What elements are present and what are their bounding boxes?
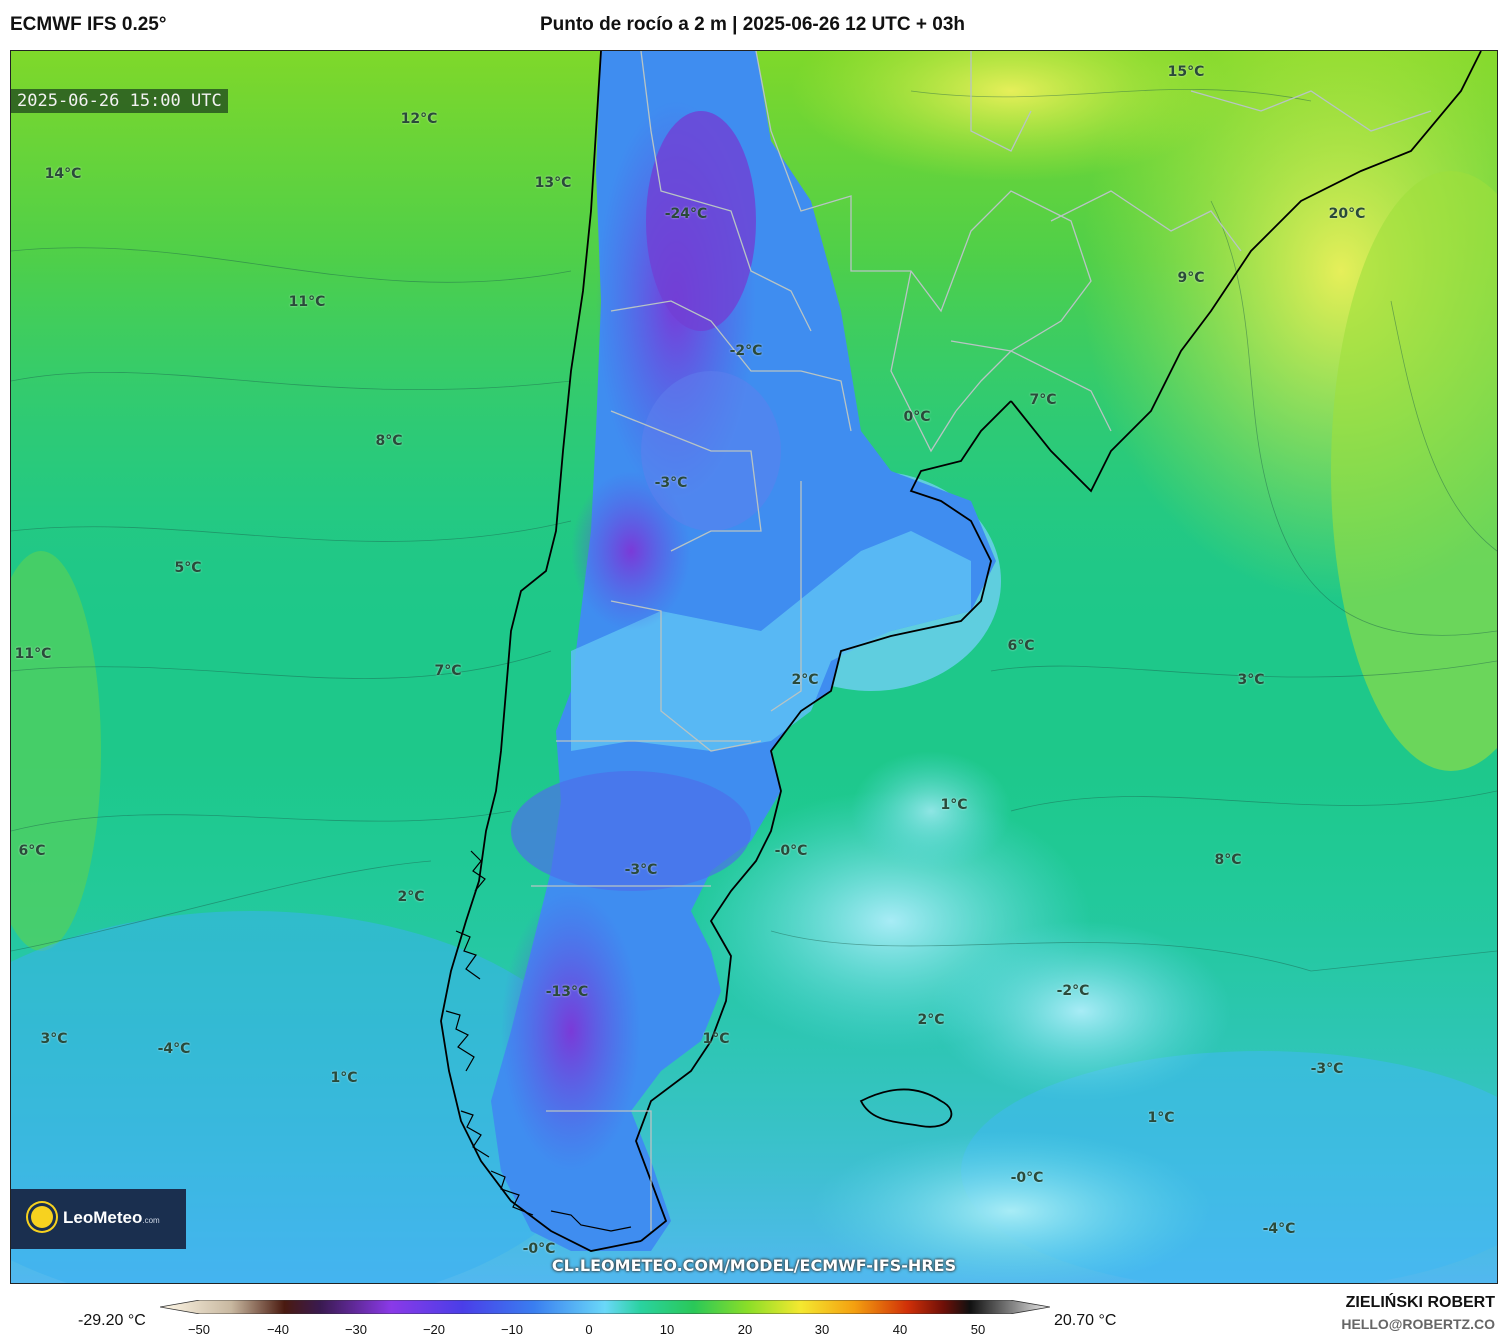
temperature-label: 7°C xyxy=(1029,392,1057,408)
temperature-label: -4°C xyxy=(1262,1221,1296,1237)
temperature-label: 8°C xyxy=(375,433,403,449)
colorbar xyxy=(160,1300,1050,1314)
temperature-label: -0°C xyxy=(522,1241,556,1257)
logo-text: LeoMeteo.com xyxy=(63,1208,160,1228)
colorbar-tick-label: −10 xyxy=(500,1322,524,1337)
valid-time-badge: 2025-06-26 15:00 UTC xyxy=(11,89,228,113)
temperature-label: -2°C xyxy=(729,343,763,359)
temperature-label: -13°C xyxy=(545,984,589,1000)
temperature-label: 1°C xyxy=(1147,1110,1175,1126)
temperature-label: -4°C xyxy=(157,1041,191,1057)
colorbar-tick-label: 20 xyxy=(737,1322,753,1337)
temperature-label: 0°C xyxy=(903,409,931,425)
colorbar-tick-label: 10 xyxy=(659,1322,675,1337)
header: ECMWF IFS 0.25° Punto de rocío a 2 m | 2… xyxy=(0,0,1505,50)
colorbar-tick-label: 50 xyxy=(970,1322,986,1337)
temperature-label: 2°C xyxy=(791,672,819,688)
temperature-label: 1°C xyxy=(330,1070,358,1086)
temperature-label: -3°C xyxy=(624,862,658,878)
temperature-label: -0°C xyxy=(774,843,808,859)
footer: -29.20 °C xyxy=(0,1284,1505,1339)
temperature-label: 11°C xyxy=(14,646,52,662)
chart-title: Punto de rocío a 2 m | 2025-06-26 12 UTC… xyxy=(539,14,966,35)
colorbar-min-label: -29.20 °C xyxy=(78,1312,146,1329)
temperature-label: -0°C xyxy=(1010,1170,1044,1186)
temperature-label: 9°C xyxy=(1177,270,1205,286)
temperature-label: -3°C xyxy=(654,475,688,491)
colorbar-tick-label: −30 xyxy=(344,1322,368,1337)
logo-domain: .com xyxy=(142,1216,160,1225)
model-name: ECMWF IFS 0.25° xyxy=(10,14,167,35)
sun-icon xyxy=(31,1206,53,1228)
temperature-label: 1°C xyxy=(702,1031,730,1047)
temperature-label: 7°C xyxy=(434,663,462,679)
colorbar-tick-label: −20 xyxy=(422,1322,446,1337)
temperature-label: 15°C xyxy=(1167,64,1205,80)
temperature-label: 14°C xyxy=(44,166,82,182)
temperature-label: 1°C xyxy=(940,797,968,813)
temperature-label: 2°C xyxy=(917,1012,945,1028)
temperature-label: 2°C xyxy=(397,889,425,905)
temperature-label: -2°C xyxy=(1056,983,1090,999)
weather-map[interactable]: 2025-06-26 15:00 UTC 12°C 14°C 13°C -24°C 15… xyxy=(10,50,1498,1284)
colorbar-tick-label: −50 xyxy=(187,1322,211,1337)
leometeo-logo[interactable]: LeoMeteo.com xyxy=(11,1189,186,1249)
temperature-label: 3°C xyxy=(1237,672,1265,688)
temperature-label: 5°C xyxy=(174,560,202,576)
author-name: ZIELIŃSKI ROBERT xyxy=(1345,1294,1495,1311)
temperature-label: 3°C xyxy=(40,1031,68,1047)
temperature-label: 6°C xyxy=(1007,638,1035,654)
logo-name: LeoMeteo xyxy=(63,1208,143,1227)
temperature-label: 12°C xyxy=(400,111,438,127)
temperature-label: 8°C xyxy=(1214,852,1242,868)
temperature-label: 20°C xyxy=(1328,206,1366,222)
colorbar-tick-label: 40 xyxy=(892,1322,908,1337)
source-url[interactable]: CL.LEOMETEO.COM/MODEL/ECMWF-IFS-HRES xyxy=(551,1256,957,1275)
temperature-label: -3°C xyxy=(1310,1061,1344,1077)
author-email[interactable]: HELLO@ROBERTZ.CO xyxy=(1341,1316,1495,1332)
temperature-label: 6°C xyxy=(18,843,46,859)
temperature-label: -24°C xyxy=(664,206,708,222)
colorbar-tick-label: 30 xyxy=(814,1322,830,1337)
map-field xyxy=(11,51,1497,1283)
temperature-label: 11°C xyxy=(288,294,326,310)
colorbar-tick-label: −40 xyxy=(266,1322,290,1337)
colorbar-max-label: 20.70 °C xyxy=(1054,1312,1117,1329)
temperature-label: 13°C xyxy=(534,175,572,191)
colorbar-tick-label: 0 xyxy=(585,1322,593,1337)
